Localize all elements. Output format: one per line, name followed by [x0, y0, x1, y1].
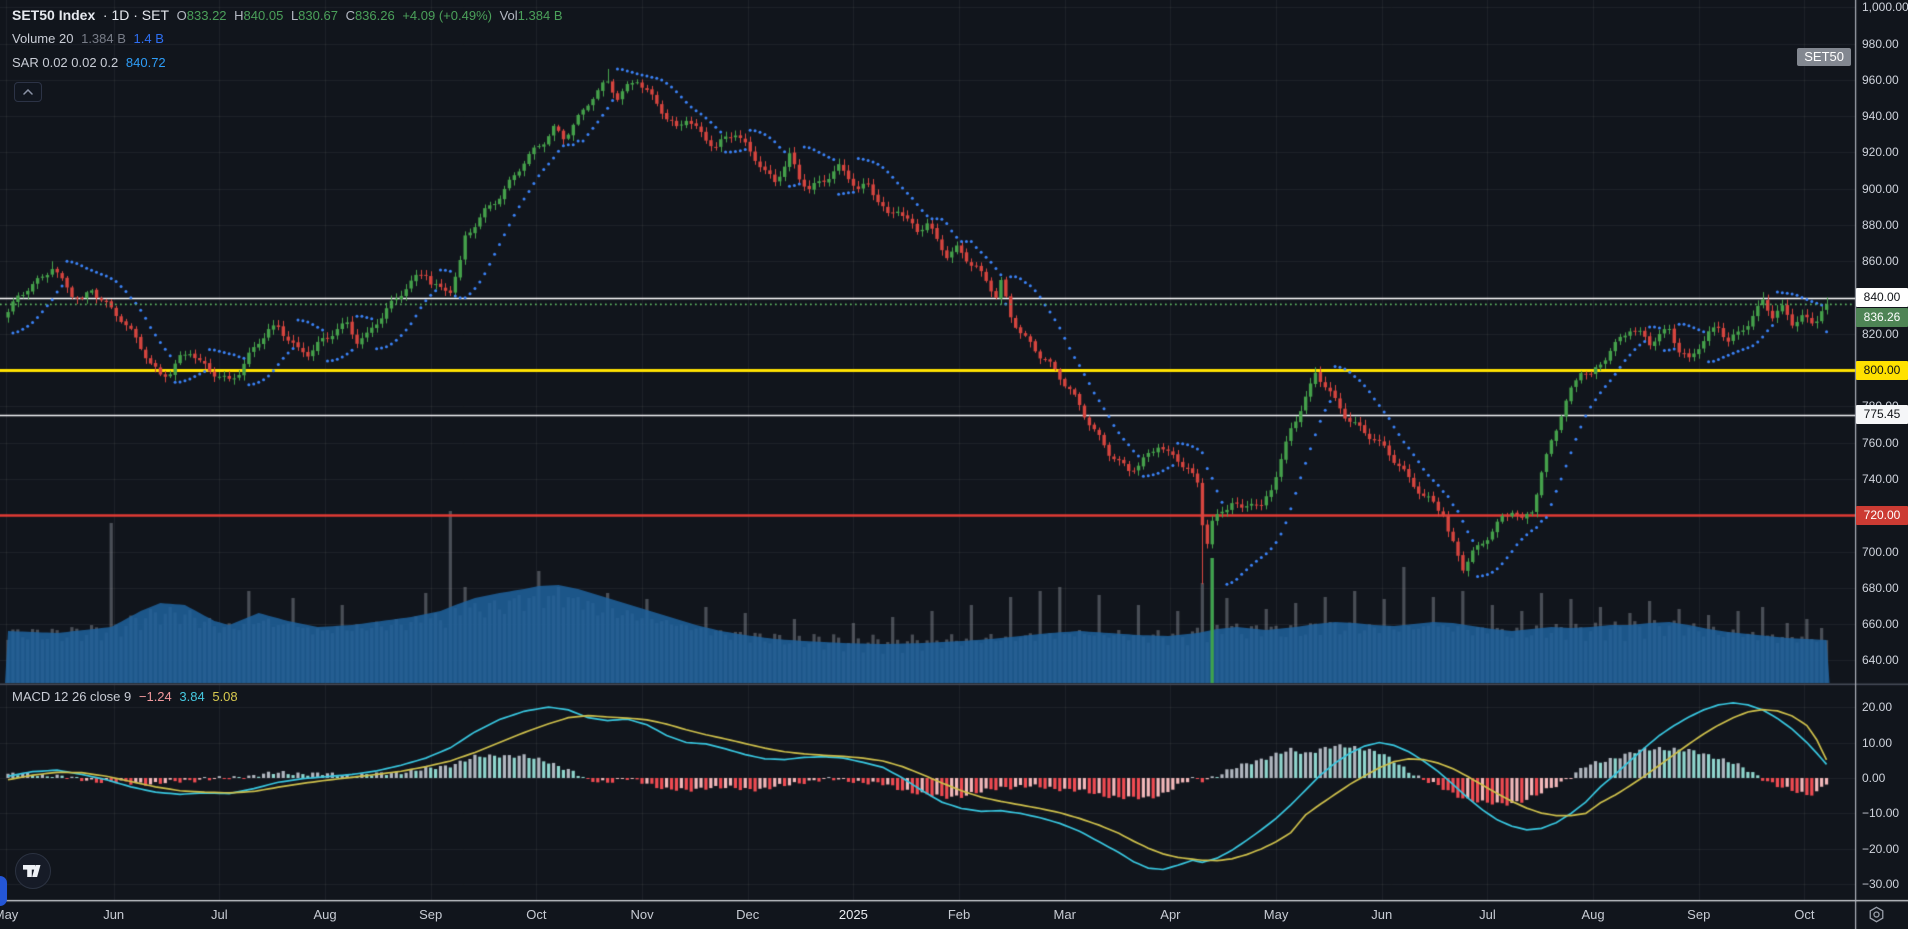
- price-tick-label: 860.00: [1862, 254, 1899, 269]
- close-value: 836.26: [354, 8, 395, 23]
- change-value: +4.09 (+0.49%): [402, 8, 492, 23]
- macd-indicator-name: MACD: [12, 689, 51, 704]
- price-tick-label: 640.00: [1862, 653, 1899, 668]
- low-label: L: [290, 8, 299, 23]
- sar-indicator-legend[interactable]: SAR 0.02 0.02 0.2 840.72: [12, 55, 170, 70]
- price-tick-label: 740.00: [1862, 471, 1899, 486]
- low-value: 830.67: [298, 8, 338, 23]
- high-value: 840.05: [243, 8, 284, 23]
- open-value: 833.22: [186, 8, 227, 23]
- price-tick-label: 960.00: [1862, 72, 1899, 87]
- sar-indicator-params: 0.02 0.02 0.2: [42, 55, 119, 70]
- price-tick-label: 700.00: [1862, 544, 1899, 559]
- time-axis-label: May: [1263, 907, 1289, 922]
- price-tick-label: 1,000.00: [1862, 0, 1908, 15]
- settings-gear-icon[interactable]: [1868, 906, 1885, 928]
- macd-hist-value: −1.24: [138, 689, 172, 704]
- symbol-axis-chip[interactable]: SET50: [1797, 48, 1851, 66]
- time-axis-label: Aug: [313, 907, 337, 922]
- tradingview-logo-icon[interactable]: [14, 852, 52, 895]
- volume-value2: 1.4 B: [133, 31, 164, 46]
- price-tick-label: 980.00: [1862, 36, 1899, 51]
- time-axis-label: May: [0, 907, 19, 922]
- price-tick-label: 940.00: [1862, 109, 1899, 124]
- price-tick-label: 680.00: [1862, 580, 1899, 595]
- time-axis-label: Sep: [419, 907, 443, 922]
- price-level-badge: 800.00: [1856, 360, 1908, 380]
- volume-indicator-legend[interactable]: Volume 20 1.384 B 1.4 B: [12, 31, 168, 46]
- scroll-history-pill-button[interactable]: [0, 876, 7, 906]
- macd-tick-label: −10.00: [1862, 806, 1900, 821]
- vol-label: Vol: [499, 8, 518, 23]
- sar-value: 840.72: [125, 55, 166, 70]
- time-axis-label: Aug: [1581, 907, 1605, 922]
- volume-ma-value: 1.384 B: [81, 31, 126, 46]
- time-axis-label: Sep: [1687, 907, 1711, 922]
- macd-indicator-params: 12 26 close 9: [53, 689, 132, 704]
- volume-indicator-name: Volume: [12, 31, 56, 46]
- price-level-badge: 775.45: [1856, 405, 1908, 425]
- macd-tick-label: 20.00: [1862, 700, 1893, 715]
- price-level-badge: 840.00: [1856, 288, 1908, 308]
- price-tick-label: 820.00: [1862, 326, 1899, 341]
- time-axis-label: Nov: [630, 907, 654, 922]
- time-axis-label: Oct: [1794, 907, 1815, 922]
- time-axis-label: Oct: [526, 907, 547, 922]
- macd-line-value: 3.84: [179, 689, 205, 704]
- time-axis-label: Jun: [1371, 907, 1393, 922]
- time-axis-label: 2025: [838, 907, 868, 922]
- time-axis-label: Mar: [1053, 907, 1076, 922]
- time-axis-label: Apr: [1160, 907, 1181, 922]
- sar-indicator-name: SAR: [12, 55, 39, 70]
- macd-tick-label: 0.00: [1862, 770, 1886, 785]
- price-tick-label: 920.00: [1862, 145, 1899, 160]
- macd-tick-label: 10.00: [1862, 735, 1893, 750]
- symbol-legend[interactable]: SET50 Index · 1D · SET O833.22 H840.05 L…: [12, 7, 567, 23]
- macd-tick-label: −30.00: [1862, 877, 1900, 892]
- macd-signal-value: 5.08: [212, 689, 238, 704]
- time-axis-label: Jun: [103, 907, 125, 922]
- vol-value: 1.384 B: [517, 8, 563, 23]
- price-tick-label: 760.00: [1862, 435, 1899, 450]
- time-axis-label: Jul: [1479, 907, 1496, 922]
- time-axis[interactable]: [0, 901, 1855, 929]
- volume-indicator-param: 20: [59, 31, 74, 46]
- time-axis-label: Feb: [947, 907, 971, 922]
- open-label: O: [176, 8, 187, 23]
- price-tick-label: 880.00: [1862, 217, 1899, 232]
- macd-indicator-legend[interactable]: MACD 12 26 close 9 −1.24 3.84 5.08: [12, 689, 242, 704]
- price-level-badge: 720.00: [1856, 505, 1908, 525]
- time-axis-label: Dec: [736, 907, 760, 922]
- chevron-up-icon: [23, 89, 33, 95]
- price-tick-label: 660.00: [1862, 617, 1899, 632]
- symbol-title: SET50 Index: [12, 7, 96, 23]
- high-label: H: [234, 8, 244, 23]
- interval-exchange: · 1D · SET: [102, 7, 170, 23]
- current-price-badge: 836.26: [1856, 307, 1908, 327]
- macd-tick-label: −20.00: [1862, 841, 1900, 856]
- collapse-legend-button[interactable]: [14, 82, 42, 102]
- close-label: C: [345, 8, 355, 23]
- time-axis-label: Jul: [211, 907, 228, 922]
- price-tick-label: 900.00: [1862, 181, 1899, 196]
- price-axis[interactable]: [1855, 0, 1908, 900]
